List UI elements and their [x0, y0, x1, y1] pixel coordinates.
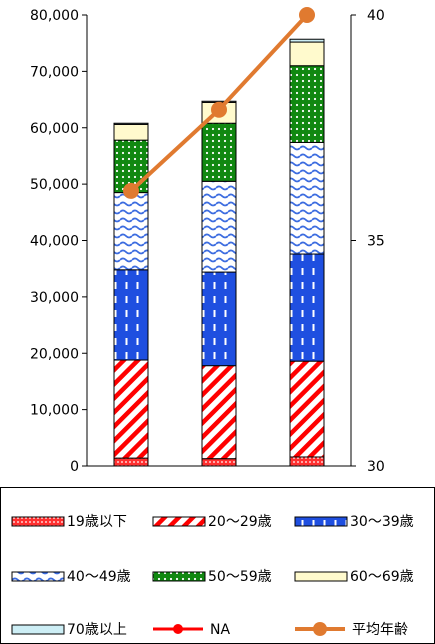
y-left-tick-label: 40,000 [30, 234, 79, 250]
legend-label: 70歳以上 [67, 622, 127, 638]
line-point [299, 7, 315, 23]
bar-segment [289, 360, 325, 458]
y-right-tick-label: 40 [367, 8, 385, 24]
bar-segment [113, 359, 149, 459]
line-point [211, 101, 227, 118]
legend-label: 平均年齢 [352, 622, 408, 638]
legend-swatch [11, 624, 65, 635]
bar-segment [289, 38, 325, 43]
bar-segment [289, 253, 325, 362]
bar-segment [113, 457, 149, 467]
bar-segment [113, 123, 149, 141]
legend-swatch [11, 571, 65, 582]
y-right-tick-label: 35 [367, 234, 385, 250]
y-left-tick-label: 80,000 [30, 8, 79, 24]
legend-box [0, 487, 435, 644]
y-right-tick-label: 30 [367, 459, 385, 475]
legend-label: 20～29歳 [208, 514, 272, 530]
bar-segment [113, 122, 149, 125]
legend-label: 50～59歳 [208, 569, 272, 585]
legend-label: 19歳以下 [67, 514, 127, 530]
bar-segment [289, 41, 325, 67]
legend-swatch [294, 516, 348, 527]
bar-segment [201, 271, 237, 367]
bar-segment [201, 180, 237, 273]
bar-segment [201, 458, 237, 467]
legend-label: 60～69歳 [350, 569, 414, 585]
legend-marker [173, 624, 183, 634]
legend-marker [313, 622, 327, 636]
y-left-tick-label: 70,000 [30, 64, 79, 80]
legend-label: 40～49歳 [67, 569, 131, 585]
legend-swatch [152, 571, 206, 582]
y-left-tick-label: 20,000 [30, 346, 79, 362]
y-left-tick-label: 10,000 [30, 403, 79, 419]
bar-segment [113, 192, 149, 271]
y-left-tick-label: 0 [70, 459, 79, 475]
legend-label: 30～39歳 [350, 514, 414, 530]
legend-swatch [11, 516, 65, 527]
bar-segment [289, 456, 325, 467]
legend-swatch [152, 516, 206, 527]
bar-segment [201, 122, 237, 182]
legend-label: NA [210, 622, 230, 638]
bar-segment [289, 141, 325, 255]
y-left-tick-label: 60,000 [30, 121, 79, 137]
y-left-tick-label: 50,000 [30, 177, 79, 193]
y-left-tick-label: 30,000 [30, 290, 79, 306]
bar-segment [113, 269, 149, 361]
line-point [123, 182, 139, 199]
legend-swatch [294, 571, 348, 582]
bar-segment [201, 365, 237, 460]
bar-segment [289, 65, 325, 143]
